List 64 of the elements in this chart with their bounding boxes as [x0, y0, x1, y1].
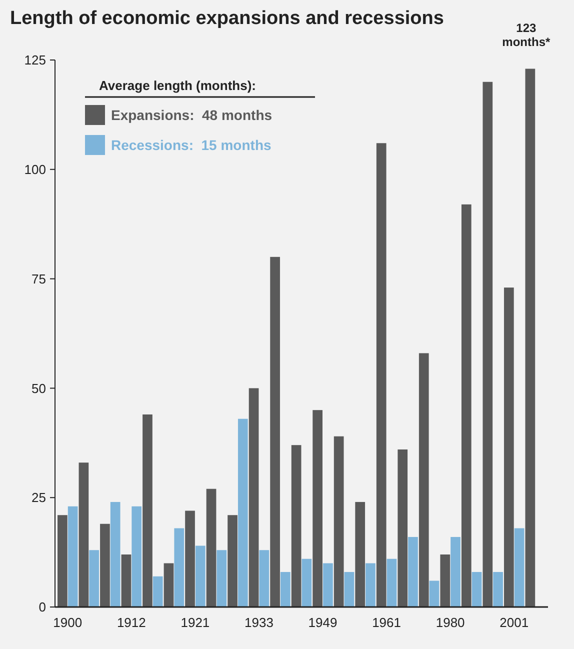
x-tick-label: 1933 [244, 615, 274, 630]
bar [461, 204, 472, 607]
bar [344, 572, 354, 607]
bar [366, 563, 376, 607]
bar [504, 288, 514, 607]
bar [440, 554, 450, 607]
bar [450, 536, 460, 607]
bar [58, 515, 68, 607]
bar [174, 528, 184, 607]
bar [132, 506, 142, 607]
bar [302, 558, 312, 607]
bar [228, 515, 238, 607]
y-tick-label: 100 [24, 162, 46, 177]
bar [355, 502, 366, 607]
bar [525, 68, 536, 607]
bar [68, 506, 78, 607]
bar [323, 563, 333, 607]
bar [195, 546, 206, 607]
y-tick-label: 50 [32, 380, 46, 396]
bar [185, 510, 195, 607]
x-tick-label: 1961 [372, 615, 402, 630]
x-tick-label: 1980 [436, 615, 465, 630]
legend-label: Expansions: 48 months [111, 106, 272, 123]
bar [376, 143, 386, 607]
bar [216, 550, 227, 607]
bar [259, 550, 270, 607]
bar [429, 580, 440, 607]
bar [164, 563, 174, 607]
bar [398, 449, 408, 607]
bar [142, 414, 152, 607]
text: 123 months* [502, 21, 551, 49]
y-tick-label: 25 [32, 490, 46, 506]
x-tick-label: 1949 [308, 615, 338, 630]
bar [248, 388, 259, 607]
bar [291, 445, 302, 607]
bar [206, 488, 216, 607]
bar [493, 572, 503, 607]
bar [238, 418, 248, 607]
bar [514, 528, 524, 607]
bar [386, 558, 397, 607]
bar [270, 256, 280, 607]
bar [121, 554, 132, 607]
bar [312, 410, 322, 607]
bar [418, 353, 429, 607]
bar [472, 572, 482, 607]
legend-title: Average length (months): [99, 78, 256, 93]
chart-title: Length of economic expansions and recessions [10, 8, 444, 29]
y-tick-label: 0 [38, 600, 46, 615]
bar [100, 524, 110, 607]
x-tick-label: 1900 [53, 615, 82, 630]
bar [334, 436, 344, 607]
bar [110, 502, 120, 607]
bar [78, 462, 89, 607]
y-tick-label: 75 [32, 271, 46, 286]
legend-label: Recessions: 15 months [111, 136, 272, 153]
y-tick-label: 125 [24, 52, 46, 68]
bar [89, 550, 100, 607]
bar [152, 576, 163, 607]
x-tick-label: 1921 [180, 615, 210, 630]
bar [408, 536, 418, 607]
bar [280, 572, 290, 607]
x-tick-label: 2001 [500, 615, 529, 630]
x-tick-label: 1912 [116, 615, 146, 630]
bar [482, 82, 493, 607]
